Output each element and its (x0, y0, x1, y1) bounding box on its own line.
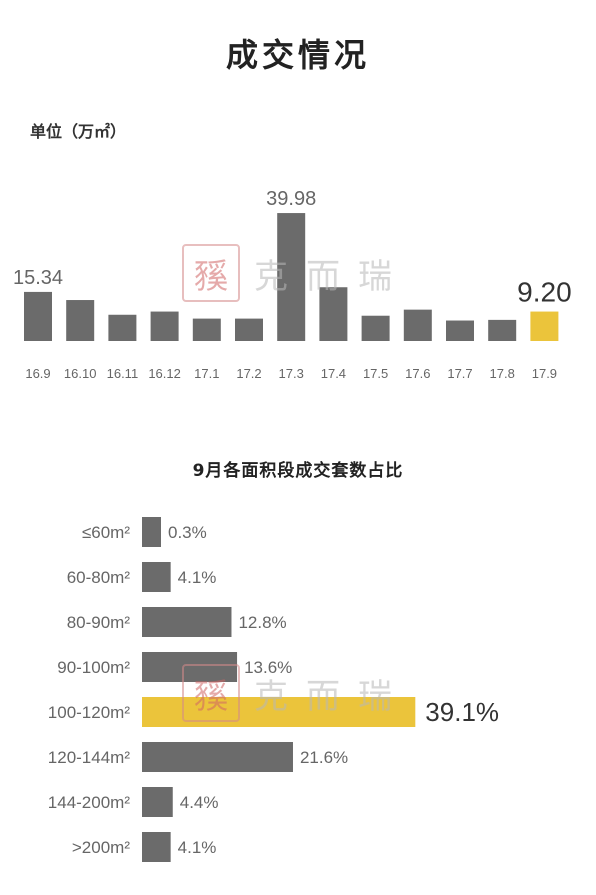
bar-100-120m² (142, 697, 416, 727)
bar-16.9 (24, 291, 52, 341)
bar-17.6 (403, 309, 432, 341)
bar-17.3 (277, 213, 306, 341)
value-label: 4.4% (180, 793, 219, 812)
data-label: 39.98 (266, 188, 316, 210)
chart-subtitle: 9月各面积段成交套数占比 (192, 461, 404, 481)
watermark-text: 克而瑞 (254, 256, 410, 297)
bar-16.10 (66, 300, 95, 341)
value-label: 4.1% (178, 568, 217, 587)
category-label: 144-200m² (48, 793, 131, 812)
x-tick-label: 16.12 (148, 366, 181, 381)
x-tick-label: 17.3 (279, 366, 304, 381)
x-tick-label: 16.9 (25, 366, 50, 381)
category-label: 100-120m² (48, 703, 131, 722)
watermark-top: 豯 克而瑞 (182, 244, 410, 302)
bar-120-144m² (142, 742, 293, 772)
bar-144-200m² (142, 787, 173, 817)
bar-17.8 (488, 319, 517, 341)
category-label: 90-100m² (57, 658, 130, 677)
x-tick-label: 16.10 (64, 366, 97, 381)
value-label: 13.6% (244, 658, 292, 677)
category-label: 120-144m² (48, 748, 131, 767)
watermark-bottom: 豯 克而瑞 (182, 664, 410, 722)
category-label: 60-80m² (67, 568, 131, 587)
value-label: 39.1% (425, 697, 499, 727)
x-tick-label: 17.9 (532, 366, 557, 381)
bar-17.7 (446, 320, 474, 341)
x-tick-label: 17.2 (236, 366, 261, 381)
bar-17.5 (361, 315, 390, 341)
x-tick-label: 17.5 (363, 366, 388, 381)
category-label: ≤60m² (82, 523, 130, 542)
bar-17.4 (319, 287, 348, 341)
chart-title: 成交情况 (225, 36, 370, 74)
category-label: >200m² (72, 838, 130, 857)
x-tick-label: 17.8 (490, 366, 515, 381)
x-tick-label: 17.4 (321, 366, 346, 381)
seal-logo: 豯 (182, 244, 240, 302)
bar-16.11 (108, 314, 137, 341)
seal-logo: 豯 (182, 664, 240, 722)
category-label: 80-90m² (67, 613, 131, 632)
bar-90-100m² (142, 652, 238, 682)
bar-≤60m² (142, 517, 161, 547)
bar-17.2 (235, 318, 263, 341)
bar-80-90m² (142, 607, 232, 637)
unit-label: 单位（万㎡） (30, 122, 127, 141)
bar->200m² (142, 832, 171, 862)
bar-60-80m² (142, 562, 171, 592)
bar-17.1 (192, 318, 221, 341)
x-tick-label: 17.1 (194, 366, 219, 381)
data-label: 9.20 (517, 277, 572, 308)
bar-17.9 (530, 311, 559, 341)
x-tick-label: 17.6 (405, 366, 430, 381)
value-label: 4.1% (178, 838, 217, 857)
x-tick-label: 16.11 (107, 366, 139, 381)
monthly-volume-chart: 16.9 15.34 16.10 16.11 16.12 17.1 17.2 17.3 39.9… (13, 188, 572, 381)
value-label: 0.3% (168, 523, 207, 542)
bar-16.12 (150, 311, 179, 341)
value-label: 21.6% (300, 748, 348, 767)
value-label: 12.8% (238, 613, 286, 632)
watermark-text: 克而瑞 (254, 676, 410, 717)
x-tick-label: 17.7 (447, 366, 472, 381)
data-label: 15.34 (13, 267, 63, 289)
